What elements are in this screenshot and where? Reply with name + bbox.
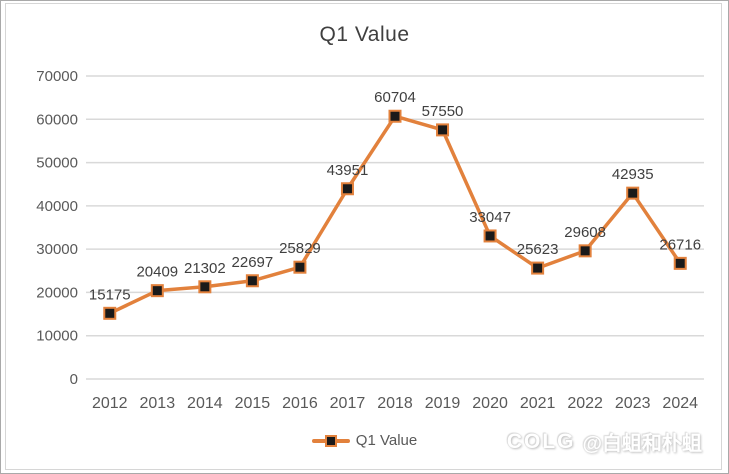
legend-square-marker-icon — [324, 434, 337, 447]
data-point-label: 22697 — [232, 254, 274, 271]
data-point-label: 60704 — [374, 89, 416, 106]
data-point-marker — [531, 261, 545, 275]
x-tick-label: 2014 — [187, 395, 223, 412]
legend: Q1 Value — [1, 432, 728, 449]
data-point-label: 26716 — [659, 236, 701, 253]
data-point-marker — [245, 274, 259, 288]
x-tick-label: 2023 — [615, 395, 651, 412]
legend-line-swatch — [311, 434, 350, 447]
x-tick-label: 2016 — [282, 395, 318, 412]
data-point-label: 43951 — [327, 162, 369, 179]
data-point-label: 20409 — [136, 264, 178, 281]
data-point-label: 57550 — [422, 103, 464, 120]
watermark-handle: @白蛆和朴蛆 — [582, 433, 702, 455]
data-point-label: 15175 — [89, 286, 131, 303]
series-line — [108, 114, 682, 316]
y-tick-label: 40000 — [36, 198, 78, 215]
data-point-marker — [436, 123, 450, 137]
data-point-marker — [626, 186, 640, 200]
y-tick-label: 20000 — [36, 284, 78, 301]
data-point-label: 25623 — [517, 241, 559, 258]
x-tick-label: 2015 — [235, 395, 271, 412]
data-point-label: 33047 — [469, 209, 511, 226]
x-tick-label: 2018 — [377, 395, 413, 412]
data-point-marker — [103, 306, 117, 320]
data-point-marker — [578, 244, 592, 258]
y-tick-label: 60000 — [36, 111, 78, 128]
legend-label: Q1 Value — [355, 432, 418, 449]
x-tick-label: 2024 — [662, 395, 698, 412]
x-tick-label: 2019 — [425, 395, 461, 412]
x-tick-label: 2017 — [330, 395, 366, 412]
y-tick-label: 10000 — [36, 328, 78, 345]
data-point-marker — [340, 182, 354, 196]
x-tick-label: 2020 — [472, 395, 508, 412]
y-tick-label: 30000 — [36, 241, 78, 258]
x-tick-label: 2021 — [520, 395, 556, 412]
data-point-marker — [150, 284, 164, 298]
data-point-marker — [198, 280, 212, 294]
data-point-marker — [293, 260, 307, 274]
data-point-label: 25829 — [279, 240, 321, 257]
data-point-marker — [388, 109, 402, 123]
data-point-label: 21302 — [184, 260, 226, 277]
colg-logo: COLG — [506, 429, 576, 453]
data-point-label: 42935 — [612, 166, 654, 183]
x-tick-label: 2022 — [567, 395, 603, 412]
x-tick-label: 2013 — [140, 395, 176, 412]
x-tick-label: 2012 — [92, 395, 128, 412]
data-point-label: 29608 — [564, 224, 606, 241]
data-point-marker — [483, 229, 497, 243]
chart-title: Q1 Value — [319, 23, 410, 46]
watermark: COLG @白蛆和朴蛆 — [507, 427, 702, 456]
y-tick-label: 0 — [70, 371, 78, 388]
data-point-marker — [673, 256, 687, 270]
y-tick-label: 70000 — [36, 68, 78, 85]
y-tick-label: 50000 — [36, 155, 78, 172]
